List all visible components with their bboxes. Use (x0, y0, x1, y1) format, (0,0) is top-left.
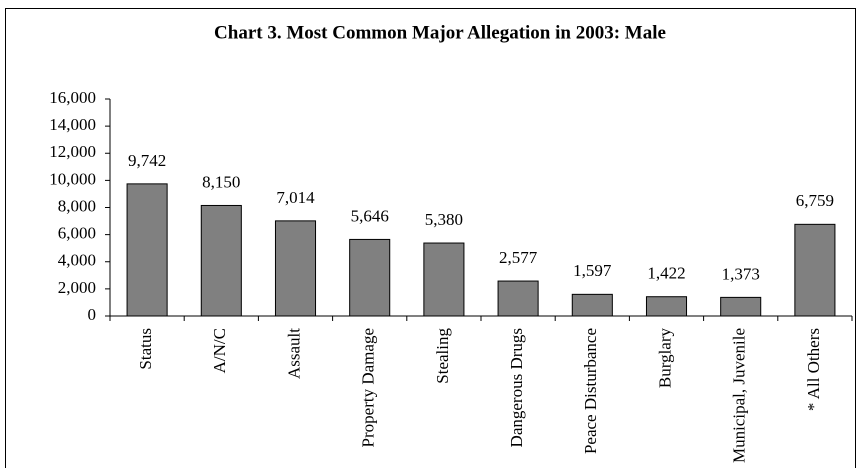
bar (571, 293, 613, 317)
x-tick-label: A/N/C (210, 328, 229, 373)
bar (423, 242, 465, 317)
bar (200, 204, 242, 317)
data-label: 8,150 (202, 172, 240, 191)
x-tick-label: * All Others (804, 328, 823, 411)
bar (720, 296, 762, 317)
data-label: 1,422 (647, 264, 685, 283)
bar (794, 223, 836, 317)
y-tick-label: 16,000 (49, 88, 96, 107)
data-label: 7,014 (276, 188, 315, 207)
x-tick-label: Dangerous Drugs (507, 328, 526, 447)
y-tick-label: 10,000 (49, 169, 96, 188)
chart-title: Chart 3. Most Common Major Allegation in… (214, 22, 666, 43)
x-tick-label: Peace Disturbance (581, 328, 600, 454)
y-tick-label: 2,000 (58, 278, 96, 297)
bar (349, 238, 391, 317)
bar (645, 296, 688, 317)
x-tick-label: Property Damage (359, 328, 378, 447)
y-tick-label: 4,000 (58, 251, 96, 270)
y-tick-label: 14,000 (49, 115, 96, 134)
data-label: 6,759 (796, 191, 834, 210)
bar (274, 220, 317, 317)
y-tick-label: 0 (88, 305, 97, 324)
y-tick-label: 6,000 (58, 224, 96, 243)
x-tick-label: Municipal, Juvenile (730, 328, 749, 463)
data-label: 9,742 (128, 151, 166, 170)
bar (497, 280, 539, 317)
y-tick-label: 8,000 (58, 196, 96, 215)
x-tick-label: Status (136, 328, 155, 370)
data-label: 1,373 (722, 264, 760, 283)
data-label: 5,380 (425, 210, 463, 229)
data-label: 5,646 (351, 206, 389, 225)
x-tick-label: Stealing (433, 328, 452, 384)
y-tick-label: 12,000 (49, 142, 96, 161)
data-label: 1,597 (573, 261, 612, 280)
bar (126, 183, 168, 317)
x-tick-label: Assault (284, 328, 303, 379)
data-label: 2,577 (499, 248, 538, 267)
x-tick-label: Burglary (655, 328, 674, 389)
